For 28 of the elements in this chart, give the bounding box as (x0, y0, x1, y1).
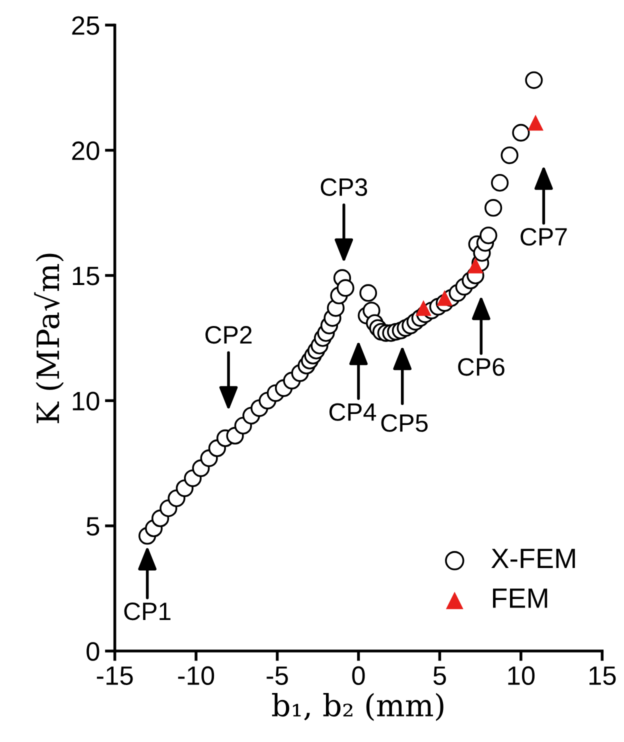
point (416, 300, 432, 316)
x-tick-label: -15 (96, 666, 133, 685)
point (436, 290, 453, 306)
y-tick-label: 25 (72, 16, 100, 35)
annotation: CP7 (520, 228, 567, 246)
y-tick-label: 10 (72, 392, 100, 410)
y-tick-label: 20 (72, 141, 100, 160)
x-tick-label: -5 (266, 666, 288, 685)
y-tick-label: 5 (86, 517, 100, 536)
y-tick-label: 0 (86, 642, 100, 661)
annotation: CP6 (458, 358, 504, 376)
x-tick-label: 15 (589, 666, 616, 685)
annotation: CP1 (124, 602, 170, 620)
legend-label: X-FEM (491, 548, 575, 568)
x-tick-label: 5 (433, 666, 446, 685)
x-axis-title: b₁, b₂ (mm) (272, 692, 444, 721)
x-tick-label: 10 (508, 666, 535, 685)
annotation: CP5 (381, 414, 428, 432)
y-axis-title: K (MPa√m) (34, 254, 64, 424)
point (468, 258, 484, 274)
y-tick-label: 15 (72, 266, 100, 286)
x-tick-label: -10 (178, 666, 214, 685)
x-tick-label: 0 (352, 666, 365, 685)
annotation: CP3 (320, 178, 368, 196)
annotation: CP4 (329, 403, 376, 421)
legend-label: FEM (493, 588, 548, 608)
annotation: CP2 (205, 326, 252, 344)
point (528, 114, 544, 131)
